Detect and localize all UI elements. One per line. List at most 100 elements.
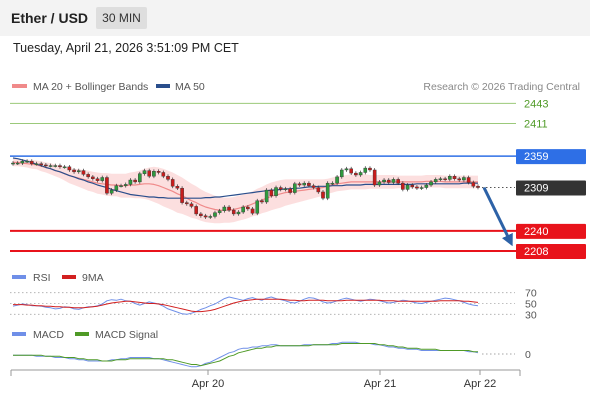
candle: [466, 175, 471, 185]
candle: [217, 208, 222, 215]
candle: [62, 164, 67, 169]
level-label-2411: 2411: [524, 118, 548, 130]
candle: [15, 161, 20, 165]
candle: [335, 174, 339, 186]
candle: [429, 180, 433, 187]
candle: [321, 190, 325, 201]
candle: [25, 159, 29, 164]
level-label-text: 2309: [524, 183, 548, 195]
rsi-legend: RSI 9MA: [12, 272, 104, 284]
macd-signal-line: [13, 343, 478, 367]
candle: [424, 183, 429, 190]
candle: [419, 185, 424, 191]
candle: [377, 180, 382, 187]
candle: [382, 178, 386, 184]
candle: [250, 207, 255, 216]
candle: [161, 170, 166, 179]
candle: [476, 184, 480, 190]
candle: [386, 178, 391, 185]
candle: [443, 176, 447, 182]
rsi-level-label: 50: [525, 299, 537, 311]
rsi-level-label: 30: [525, 309, 537, 321]
candle: [194, 204, 198, 216]
candle: [48, 163, 53, 168]
candle: [433, 177, 438, 184]
candle: [274, 185, 278, 198]
candle: [180, 186, 184, 205]
level-label-2240: 2240: [516, 223, 586, 239]
rsi-line: [12, 296, 479, 315]
candle: [354, 171, 358, 177]
candle: [372, 168, 377, 187]
research-credit: Research © 2026 Trading Central: [423, 81, 580, 93]
macd-legend-swatch: [12, 332, 26, 336]
candle: [147, 168, 152, 179]
candle: [462, 175, 466, 182]
candle: [452, 174, 457, 181]
candle: [58, 163, 62, 169]
candle: [269, 188, 274, 198]
candle: [363, 166, 368, 175]
level-label-2359: 2359: [516, 149, 586, 165]
candle: [29, 159, 34, 166]
candle: [471, 180, 476, 189]
candle: [81, 168, 86, 177]
candle: [76, 168, 81, 174]
candle: [152, 169, 156, 179]
macd-panel: 0: [13, 341, 531, 368]
candle: [44, 163, 48, 168]
ma50-legend-swatch: [156, 84, 170, 88]
candle: [325, 181, 330, 201]
candle: [199, 212, 203, 218]
rsi-legend-label: RSI: [33, 272, 51, 284]
candle: [105, 175, 109, 196]
candle: [231, 208, 236, 216]
candle: [20, 159, 25, 165]
timeframe-button[interactable]: 30 MIN: [96, 7, 147, 29]
macd-legend-label: MACD: [33, 329, 64, 341]
candle: [138, 171, 142, 184]
candle: [457, 176, 462, 182]
candle: [307, 181, 311, 188]
candle: [246, 205, 250, 211]
ma20-legend-label: MA 20 + Bollinger Bands: [33, 81, 148, 93]
candle: [114, 183, 119, 192]
candle: [86, 172, 90, 179]
candle: [241, 205, 245, 214]
candle: [339, 168, 344, 179]
candle: [109, 188, 114, 196]
level-label-text: 2240: [524, 226, 548, 238]
candle: [396, 177, 400, 186]
candle: [438, 176, 443, 182]
candle: [330, 181, 335, 186]
main-legend: MA 20 + Bollinger Bands MA 50 Research ©…: [12, 81, 580, 93]
bollinger-band: [13, 158, 478, 224]
candle: [100, 175, 105, 183]
candle: [39, 161, 43, 167]
candle: [213, 210, 217, 219]
candle: [405, 183, 410, 192]
projection-arrow: [482, 186, 513, 247]
rsi-level-label: 70: [525, 288, 537, 300]
candle: [184, 200, 189, 206]
x-tick-label: Apr 21: [364, 378, 396, 390]
candle: [175, 184, 180, 191]
candle: [410, 183, 415, 189]
candle: [401, 181, 405, 192]
candle: [119, 183, 123, 188]
header-bar: Ether / USD 30 MIN: [0, 0, 590, 36]
x-tick-label: Apr 22: [464, 378, 496, 390]
level-label-2208: 2208: [516, 243, 586, 259]
candle: [349, 166, 353, 175]
candle: [203, 213, 208, 219]
candle: [91, 174, 95, 181]
candle: [67, 164, 72, 172]
ma50-line: [12, 157, 478, 199]
candle: [170, 177, 175, 189]
candle: [283, 186, 288, 192]
candle: [344, 166, 349, 172]
candle: [297, 181, 302, 187]
candle: [302, 181, 307, 187]
